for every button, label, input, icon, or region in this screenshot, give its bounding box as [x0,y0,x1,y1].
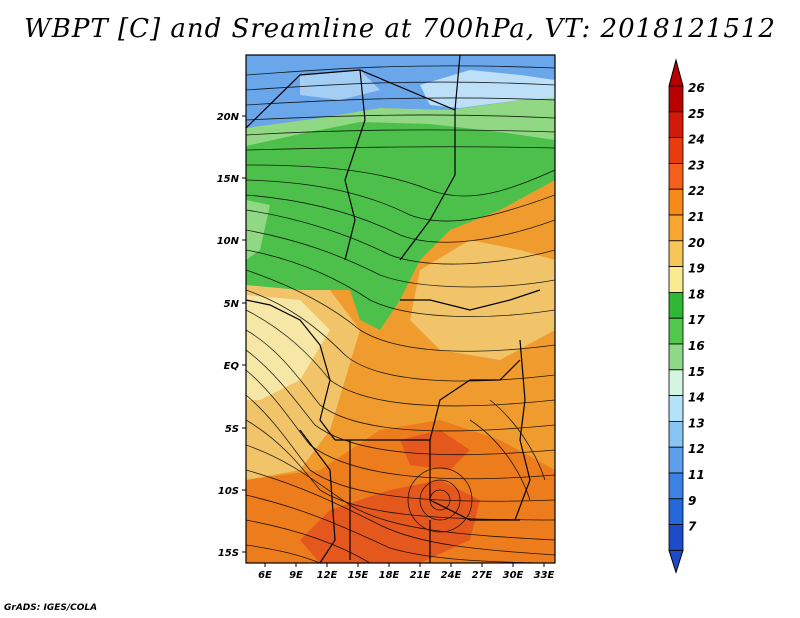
lon-tick: 21E [410,563,431,581]
colorbar-label: 7 [688,520,697,534]
lon-label-27e: 27E [472,570,493,581]
colorbar-label: 14 [688,391,705,405]
chart-title: WBPT [C] and Sreamline at 700hPa, VT: 20… [24,14,776,44]
streamlines [246,65,555,563]
lon-label-6e: 6E [258,570,272,581]
colorbar-cell [668,188,684,216]
lon-label-9e: 9E [289,570,303,581]
colorbar-label: 16 [688,339,705,353]
lat-label-15s: 15S [218,548,239,559]
colorbar-cell [668,420,684,448]
lon-tick: 30E [503,563,524,581]
colorbar-cell [668,343,684,371]
colorbar-cell [668,369,684,396]
colorbar-cell [668,240,684,268]
colorbar-label: 25 [688,107,705,121]
colorbar-cell [668,137,684,164]
lon-label-12e: 12E [317,570,338,581]
lat-tick: 5S [225,424,246,435]
colorbar-cell [668,446,684,474]
colorbar: 26 25 24 23 22 21 20 19 18 17 16 15 14 13 12 11 9 7 [668,58,705,575]
lon-label-21e: 21E [410,570,431,581]
field-light-blue-2 [300,70,380,100]
lat-tick: 20N [217,112,246,123]
lat-tick: 15N [217,174,246,185]
lon-tick: 18E [379,563,400,581]
colorbar-bottom-arrow [668,549,684,575]
colorbar-label: 22 [688,184,705,198]
colorbar-cell [668,266,684,293]
lat-tick: 15S [218,548,246,559]
colorbar-label: 21 [688,210,705,224]
lat-label-10s: 10S [218,486,239,497]
map-frame [245,54,556,564]
lon-label-18e: 18E [379,570,400,581]
map-panel [246,55,555,563]
lat-axis: 20N 15N 10N 5N EQ 5S 10S 15S [217,112,246,559]
lat-label-5n: 5N [224,299,240,310]
colorbar-cell [668,395,684,422]
lon-tick: 9E [289,563,303,581]
lon-tick: 6E [258,563,272,581]
field-light-green-west [246,200,270,260]
colorbar-label: 24 [688,133,705,147]
lat-tick: 10S [218,486,246,497]
field-light-green [246,98,555,146]
grads-credit: GrADS: IGES/COLA [4,603,98,613]
lat-label-20n: 20N [217,112,240,123]
lon-tick: 27E [472,563,493,581]
lon-label-24e: 24E [441,570,462,581]
colorbar-label: 11 [688,468,705,482]
colorbar-cell [668,214,684,242]
colorbar-label: 9 [688,494,696,508]
colorbar-label: 15 [688,365,705,379]
field-green [246,118,555,330]
colorbar-label: 20 [688,236,705,250]
lat-label-5s: 5S [225,424,239,435]
lon-tick: 12E [317,563,338,581]
colorbar-label: 19 [688,262,705,276]
lon-axis: 6E 9E 12E 15E 18E 21E 24E 27E 30E 33E [258,563,555,581]
lon-tick: 15E [348,563,369,581]
field-cream [246,295,330,400]
country-borders [246,55,541,563]
colorbar-top-arrow [668,58,684,87]
colorbar-label: 12 [688,442,705,456]
colorbar-label: 13 [688,416,705,430]
lon-label-15e: 15E [348,570,369,581]
lon-tick: 33E [534,563,555,581]
colorbar-cell [668,111,684,139]
colorbar-cell [668,162,684,190]
colorbar-cell [668,472,684,500]
lon-label-33e: 33E [534,570,555,581]
lat-tick: EQ [224,361,246,372]
lat-tick: 10N [217,236,246,247]
lon-label-30e: 30E [503,570,524,581]
colorbar-label: 17 [688,313,705,327]
colorbar-label: 23 [688,158,705,172]
colorbar-label: 26 [688,81,705,95]
colorbar-cell [668,524,684,551]
lat-tick: 5N [224,299,246,310]
colorbar-cell [668,498,684,525]
lat-label-eq: EQ [224,361,240,372]
lat-label-10n: 10N [217,236,240,247]
lat-label-15n: 15N [217,174,240,185]
colorbar-cell [668,85,684,113]
colorbar-cell [668,317,684,345]
field-light-orange-east [410,240,555,360]
colorbar-cell [668,291,684,319]
lon-tick: 24E [441,563,462,581]
colorbar-label: 18 [688,287,705,301]
